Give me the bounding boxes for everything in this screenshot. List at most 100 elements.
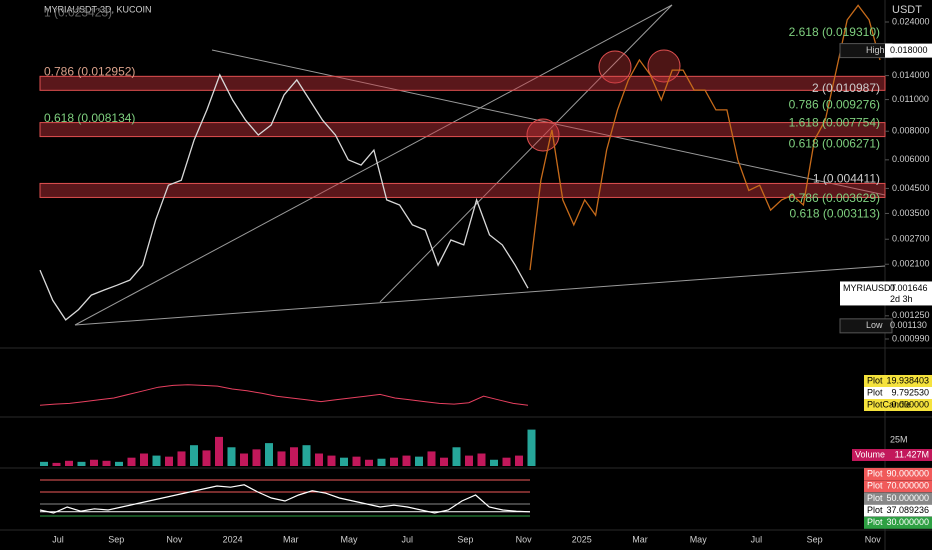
volume-bar — [340, 457, 348, 466]
volume-bar — [315, 453, 323, 466]
volume-bar — [402, 455, 411, 466]
indicator-name: Plot — [867, 387, 883, 397]
fib-label: 0.786 (0.009276) — [789, 98, 880, 112]
y-tick-label: 0.001250 — [892, 310, 930, 320]
volume-bar — [377, 458, 386, 466]
volume-bar — [190, 445, 198, 466]
indicator-tag — [864, 399, 932, 411]
volume-bar — [165, 456, 173, 466]
volume-bar — [465, 455, 473, 466]
fib-zone — [39, 122, 886, 138]
fib-label: 0.786 (0.012952) — [44, 65, 135, 79]
fib-label: 0.618 (0.008134) — [44, 111, 135, 125]
trendlines — [74, 4, 886, 326]
y-tick-label: 0.003500 — [892, 208, 930, 218]
fib-zone — [39, 182, 886, 198]
fib-label: 1.618 (0.007754) — [789, 116, 880, 130]
volume-bar — [452, 447, 461, 466]
indicator-tag — [864, 492, 932, 505]
volume-bar — [202, 450, 211, 466]
fib-label: 0.618 (0.003113) — [789, 206, 880, 220]
indicator-tag — [864, 480, 932, 493]
volume-bar — [490, 459, 498, 466]
tag-box — [840, 281, 932, 306]
indicator-tag — [864, 375, 932, 387]
volume-bar — [327, 455, 336, 466]
volume-name: Volume — [855, 449, 885, 459]
x-tick-label: May — [690, 534, 708, 544]
tag-value: 0.001646 — [890, 283, 928, 293]
x-tick-label: Nov — [166, 534, 183, 544]
volume-bar — [277, 451, 286, 466]
volume-bar — [352, 456, 361, 466]
indicator-value: 50.000000 — [886, 493, 929, 503]
volume-bar — [290, 447, 298, 466]
volume-bar — [215, 436, 223, 466]
x-tick-label: Sep — [108, 534, 124, 544]
y-tick-label: 0.002100 — [892, 259, 930, 269]
indicator-tag — [864, 504, 932, 517]
volume-bar — [390, 457, 398, 466]
volume-bar — [140, 453, 148, 466]
indicator-name: Plot — [867, 481, 883, 491]
volume-bar — [502, 457, 511, 466]
volume-bar — [40, 461, 48, 466]
volume-bar — [115, 461, 123, 466]
volume-bar — [127, 457, 136, 466]
volume-bar — [77, 461, 86, 466]
volume-bar — [427, 451, 436, 466]
tag-value: 0.018000 — [890, 45, 928, 55]
volume-bar — [302, 445, 311, 466]
indicator-name: Plot — [867, 517, 883, 527]
price-tag: High 0.018000 — [839, 43, 932, 59]
fib-label: 1 (0.023423) — [44, 6, 112, 20]
volume-tick: 25M — [890, 434, 908, 444]
tag-value-box — [885, 43, 932, 58]
volume-bar — [177, 451, 186, 466]
osc1-line — [39, 384, 529, 406]
indicator-value: 90.000000 — [886, 468, 929, 478]
indicator-tag — [864, 468, 932, 480]
fib-zone — [39, 75, 886, 91]
indicator-name: Plot — [867, 375, 883, 385]
volume-tag — [852, 449, 932, 461]
volume-bar — [240, 453, 248, 466]
indicator-tag — [864, 516, 932, 529]
fib-label: 0.786 (0.003629) — [789, 191, 880, 205]
fib-label: 0.618 (0.006271) — [789, 137, 880, 151]
y-tick-label: 0.024000 — [892, 16, 930, 26]
volume-bar — [265, 443, 273, 466]
y-tick-label: 0.014000 — [892, 70, 930, 80]
volume-bar — [90, 459, 98, 466]
indicator-value: 37.089236 — [886, 505, 929, 515]
tag-label: High — [866, 45, 885, 55]
indicator-value: 30.000000 — [886, 517, 929, 527]
y-tick-label: 0.004500 — [892, 183, 930, 193]
y-tick-label: 0.006000 — [892, 154, 930, 164]
volume-bar — [440, 457, 448, 466]
x-tick-label: Nov — [516, 534, 533, 544]
volume-value: 11.427M — [895, 449, 929, 459]
x-tick-label: 2024 — [223, 534, 243, 544]
indicator-name: Plot — [867, 493, 883, 503]
x-tick-label: Jul — [52, 534, 64, 544]
indicator-value: 19.938403 — [886, 375, 929, 385]
x-tick-label: Jul — [401, 534, 413, 544]
price-line — [39, 73, 529, 321]
tag-value: 0.001130 — [890, 320, 927, 330]
fib-label: 2 (0.010987) — [812, 81, 880, 95]
volume-bar — [515, 455, 523, 466]
price-line — [529, 4, 881, 271]
indicator-name: PlotCandle — [867, 399, 911, 409]
symbol-title: MYRIAUSDT·3D, KUCOIN — [44, 4, 152, 14]
highlight-circles — [526, 49, 681, 152]
currency: USDT — [892, 4, 922, 16]
volume-bar — [252, 449, 261, 466]
tag-name: MYRIAUSDT — [843, 283, 897, 293]
y-tick-label: 0.008000 — [892, 126, 930, 136]
y-tick-label: 0.011000 — [892, 94, 929, 104]
fib-label: 2.618 (0.019310) — [789, 25, 880, 39]
